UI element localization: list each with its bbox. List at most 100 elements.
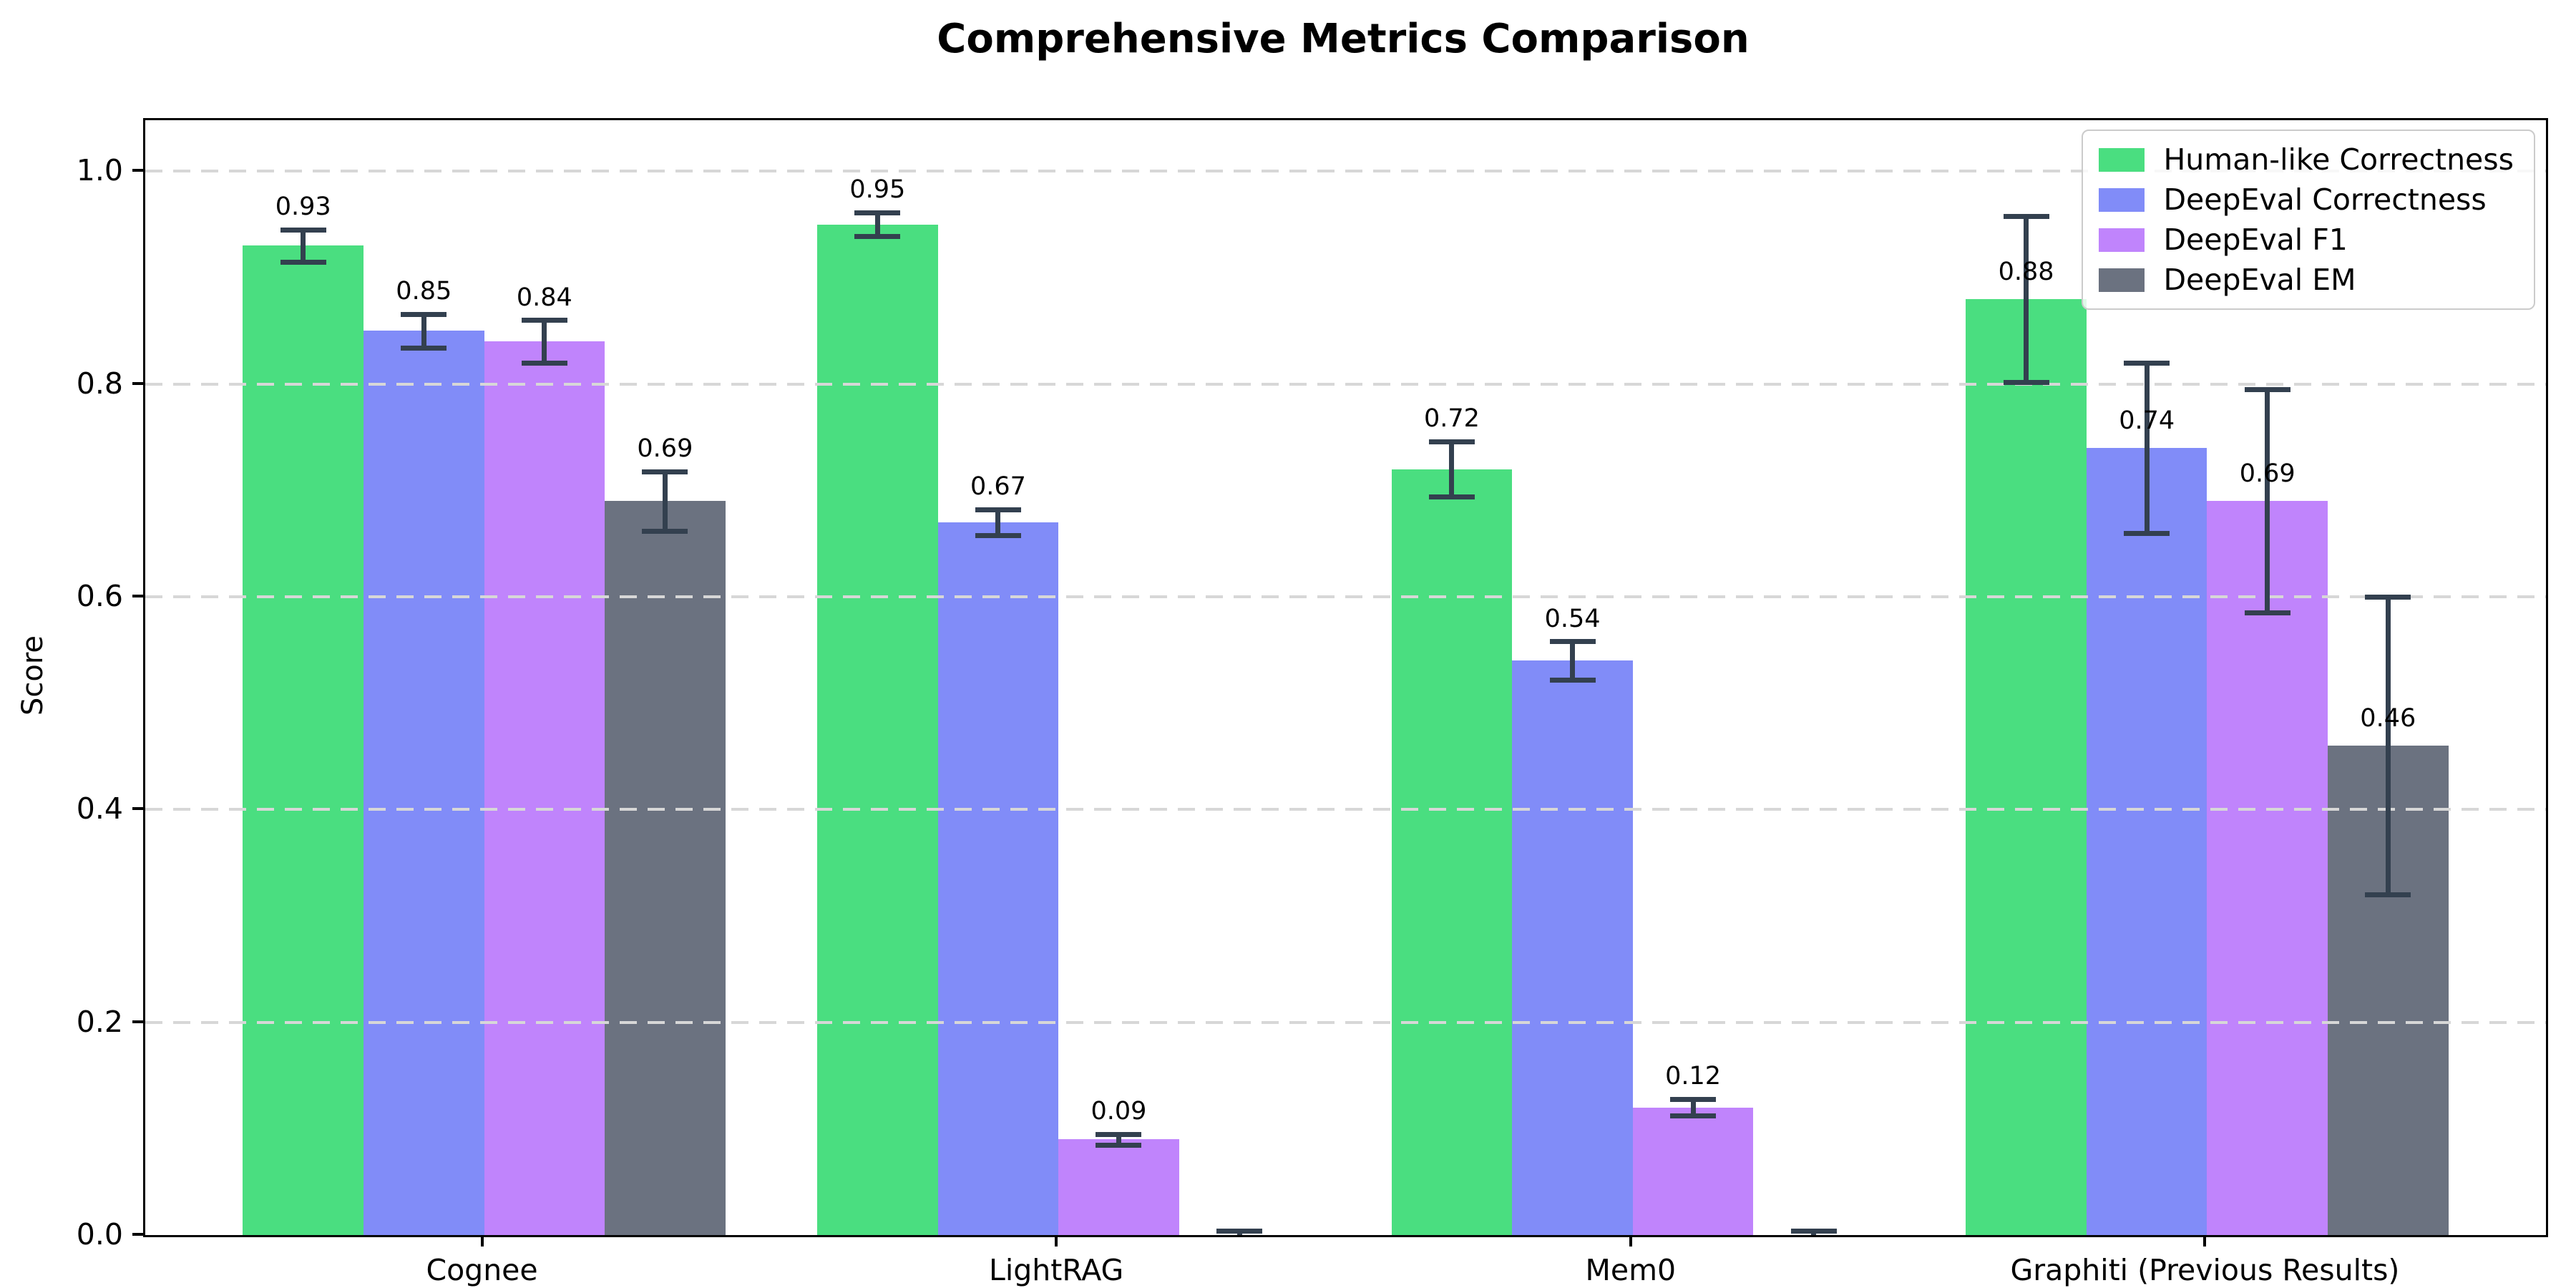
error-bar-cap [854,210,901,216]
bar-value-label: 0.12 [1665,1061,1722,1091]
bar-value-label: 0.67 [970,472,1026,502]
error-bar-cap [1428,494,1475,500]
error-bar [2385,597,2391,895]
bar-value-label: 0.09 [1091,1096,1147,1126]
bar [2086,447,2207,1235]
legend-item: DeepEval Correctness [2099,182,2514,217]
error-bar [542,320,547,363]
error-bar-cap [2365,595,2411,600]
x-tick-mark [2203,1235,2207,1246]
error-bar-cap [521,318,567,323]
y-axis-label: Score [16,635,49,716]
error-bar [662,471,668,531]
legend-item: Human-like Correctness [2099,142,2514,177]
y-tick-mark [132,1233,144,1236]
y-tick-label: 0.6 [76,579,123,613]
y-tick-label: 0.4 [76,791,123,826]
x-tick-label: Cognee [426,1253,538,1287]
bar [1391,469,1513,1235]
bar-value-label: 0.88 [1998,257,2054,286]
x-tick-label: Mem0 [1585,1253,1677,1287]
error-bar-cap [1096,1142,1142,1148]
error-bar-cap [401,346,447,351]
y-tick-mark [132,169,144,172]
bar-value-label: 0.46 [2360,704,2416,733]
error-bar-cap [1428,439,1475,444]
bar [1058,1139,1179,1235]
x-tick-label: Graphiti (Previous Results) [2010,1253,2400,1287]
error-bar-cap [521,360,567,366]
error-bar-cap [1216,1229,1262,1234]
y-tick-label: 0.2 [76,1004,123,1039]
x-tick-mark [1629,1235,1632,1246]
legend-item: DeepEval EM [2099,263,2514,297]
bar-value-label: 0.69 [637,434,693,463]
x-tick-label: LightRAG [989,1253,1124,1287]
y-tick-label: 1.0 [76,153,123,188]
y-tick-mark [132,381,144,385]
legend-label: DeepEval F1 [2163,223,2348,257]
error-bar [301,230,306,262]
error-bar-cap [1549,677,1596,683]
bar-value-label: 0.72 [1424,404,1480,434]
legend-swatch [2099,187,2145,212]
error-bar-cap [2365,892,2411,898]
legend-swatch [2099,228,2145,252]
error-bar-cap [280,228,326,233]
error-bar-cap [2244,387,2290,393]
error-bar-cap [2124,530,2170,536]
y-tick-mark [132,595,144,597]
chart-title: Comprehensive Metrics Comparison [937,16,1750,62]
error-bar-cap [2003,379,2049,385]
error-bar-cap [2124,360,2170,366]
bar [937,522,1059,1235]
bar-value-label: 0.74 [2119,406,2175,436]
error-bar [874,213,880,237]
legend: Human-like Correctness DeepEval Correctne… [2082,130,2535,310]
error-bar-cap [2003,213,2049,219]
error-bar [1690,1098,1696,1116]
error-bar [1116,1133,1121,1145]
error-bar-cap [1790,1229,1837,1234]
bar [1512,660,1633,1235]
bar-value-label: 0.84 [516,283,572,312]
error-bar-cap [642,528,688,534]
bar [817,224,938,1235]
error-bar [2144,362,2150,533]
legend-item: DeepEval F1 [2099,223,2514,257]
error-bar-cap [1549,639,1596,645]
error-bar-cap [975,507,1021,513]
error-bar-cap [1096,1131,1142,1137]
x-tick-mark [1055,1235,1058,1246]
error-bar-cap [975,532,1021,538]
bar [484,341,605,1235]
legend-label: DeepEval Correctness [2163,182,2487,217]
legend-label: DeepEval EM [2163,263,2356,297]
bar-value-label: 0.54 [1544,604,1601,633]
error-bar-cap [401,311,447,317]
error-bar-cap [1670,1113,1717,1119]
bar [364,331,484,1235]
bar [605,501,726,1235]
error-bar-cap [642,469,688,474]
error-bar-cap [1670,1096,1717,1102]
bar-value-label: 0.95 [849,175,906,205]
error-bar [1570,641,1576,680]
bar [1632,1107,1754,1235]
y-tick-mark [132,807,144,811]
x-tick-mark [480,1235,484,1246]
bar [1966,298,2087,1235]
bar-value-label: 0.85 [396,276,452,306]
error-bar-cap [280,259,326,265]
error-bar [995,509,1001,535]
error-bar [2265,389,2270,613]
legend-swatch [2099,147,2145,172]
bar [243,245,364,1235]
y-tick-label: 0.0 [76,1217,123,1252]
error-bar-cap [854,234,901,240]
y-tick-mark [132,1020,144,1023]
legend-label: Human-like Correctness [2163,142,2514,177]
error-bar-cap [2244,610,2290,616]
error-bar [2024,215,2029,382]
